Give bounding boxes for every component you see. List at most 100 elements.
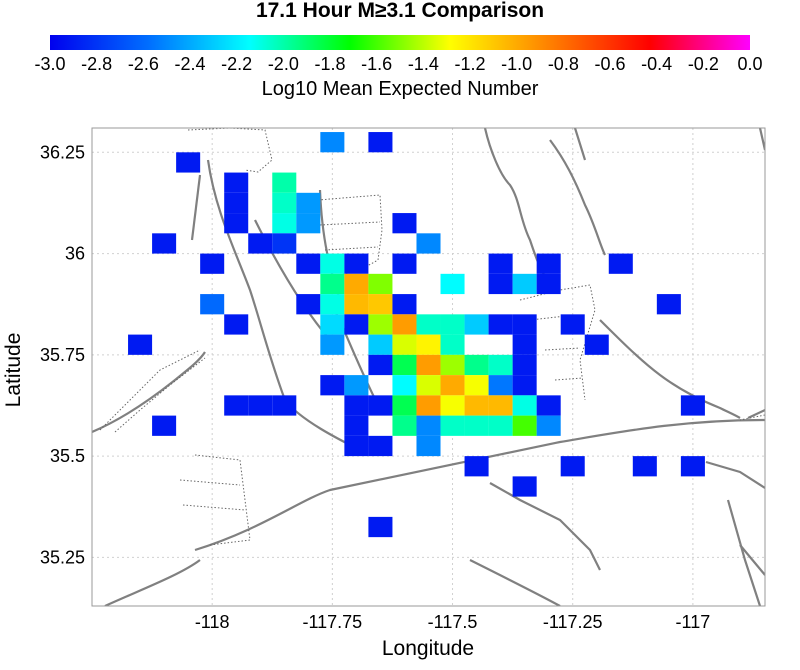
heatmap-cell — [224, 192, 249, 214]
heatmap-cells — [128, 132, 705, 538]
heatmap-cell — [440, 375, 465, 396]
heatmap-cell — [680, 395, 705, 416]
x-axis-ticks: -118 -117.75 -117.5 -117.25 -117 — [195, 612, 710, 632]
heatmap-cell — [392, 395, 417, 416]
heatmap-cell — [512, 273, 537, 295]
heatmap-cell — [440, 273, 465, 295]
heatmap-cell — [512, 415, 537, 436]
heatmap-cell — [440, 314, 465, 335]
dotted-boundary — [554, 377, 583, 381]
heatmap-cell — [296, 213, 321, 234]
heatmap-cell — [512, 375, 537, 396]
fault-line — [739, 544, 765, 576]
fault-line — [190, 174, 202, 241]
fault-line — [92, 351, 206, 434]
y-tick-label: 36.25 — [40, 142, 85, 162]
fault-line — [599, 319, 741, 419]
colorbar-tick-label: -1.8 — [314, 54, 345, 74]
heatmap-cell — [488, 253, 513, 274]
heatmap-cell — [512, 476, 537, 497]
dotted-boundary — [739, 414, 765, 421]
plot-frame — [91, 127, 766, 607]
colorbar-tick-label: -2.8 — [81, 54, 112, 74]
heatmap-cell — [176, 152, 201, 173]
heatmap-cell — [584, 334, 609, 355]
heatmap-cell — [464, 415, 489, 436]
heatmap-cell — [272, 395, 297, 416]
heatmap-cell — [656, 294, 681, 315]
heatmap-cell — [296, 253, 321, 274]
heatmap-cell — [488, 415, 513, 436]
heatmap-cell — [392, 415, 417, 436]
heatmap-cell — [344, 273, 369, 295]
heatmap-cell — [488, 314, 513, 335]
heatmap-cell — [368, 294, 393, 315]
fault-line — [726, 499, 762, 606]
colorbar-tick-label: 0.0 — [737, 54, 762, 74]
fault-line — [489, 482, 601, 571]
heatmap-cell — [416, 415, 441, 436]
heatmap-cell — [440, 354, 465, 376]
heatmap-cell — [632, 456, 657, 477]
heatmap-cell — [320, 314, 345, 335]
heatmap-cell — [296, 192, 321, 214]
heatmap-cell — [392, 294, 417, 315]
x-tick-label: -118 — [195, 612, 230, 632]
heatmap-cell — [344, 395, 369, 416]
heatmap-cell — [536, 395, 561, 416]
x-tick-label: -117.75 — [302, 612, 362, 632]
heatmap-cell — [488, 395, 513, 416]
heatmap-cell — [224, 395, 249, 416]
dotted-boundary — [182, 504, 246, 511]
colorbar-tick-label: -2.2 — [221, 54, 252, 74]
colorbar — [50, 35, 750, 50]
dotted-boundary — [99, 349, 201, 431]
heatmap-cell — [488, 273, 513, 295]
fault-line — [206, 159, 361, 451]
fault-line — [747, 409, 765, 419]
heatmap-cell — [272, 213, 297, 234]
heatmap-cell — [608, 253, 633, 274]
colorbar-label: Log10 Mean Expected Number — [261, 78, 539, 100]
heatmap-cell — [320, 253, 345, 274]
dotted-boundary — [319, 221, 381, 226]
y-tick-label: 35.25 — [40, 547, 85, 567]
heatmap-cell — [416, 334, 441, 355]
x-tick-label: -117.5 — [428, 612, 478, 632]
heatmap-cell — [344, 294, 369, 315]
dotted-boundary — [114, 357, 206, 433]
heatmap-cell — [200, 294, 225, 315]
heatmap-cell — [560, 314, 585, 335]
heatmap-cell — [512, 314, 537, 335]
y-axis-ticks: 35.25 35.5 35.75 36 36.25 — [40, 142, 85, 567]
heatmap-cell — [512, 354, 537, 376]
heatmap-cell — [248, 233, 273, 254]
heatmap-cell — [272, 172, 297, 193]
heatmap-cell — [536, 415, 561, 436]
heatmap-cell — [224, 213, 249, 234]
heatmap-cell — [128, 334, 153, 355]
heatmap-cell — [392, 253, 417, 274]
colorbar-tick-label: -0.2 — [688, 54, 719, 74]
heatmap-cell — [464, 395, 489, 416]
heatmap-cell — [392, 375, 417, 396]
heatmap-cell — [416, 375, 441, 396]
x-tick-label: -117 — [676, 612, 711, 632]
heatmap-cell — [368, 132, 393, 153]
heatmap-cell — [320, 334, 345, 355]
heatmap-cell — [200, 253, 225, 274]
dotted-boundary — [544, 347, 581, 351]
colorbar-tick-label: -1.0 — [501, 54, 532, 74]
colorbar-tick-label: -3.0 — [34, 54, 65, 74]
heatmap-cell — [152, 233, 177, 254]
y-tick-label: 35.5 — [50, 446, 85, 466]
colorbar-tick-label: -1.2 — [454, 54, 485, 74]
heatmap-cell — [224, 172, 249, 193]
heatmap-cell — [464, 354, 489, 376]
colorbar-tick-label: -0.6 — [594, 54, 625, 74]
colorbar-tick-label: -1.6 — [361, 54, 392, 74]
fault-line — [705, 460, 765, 489]
heatmap-cell — [440, 415, 465, 436]
heatmap-cell — [368, 435, 393, 457]
